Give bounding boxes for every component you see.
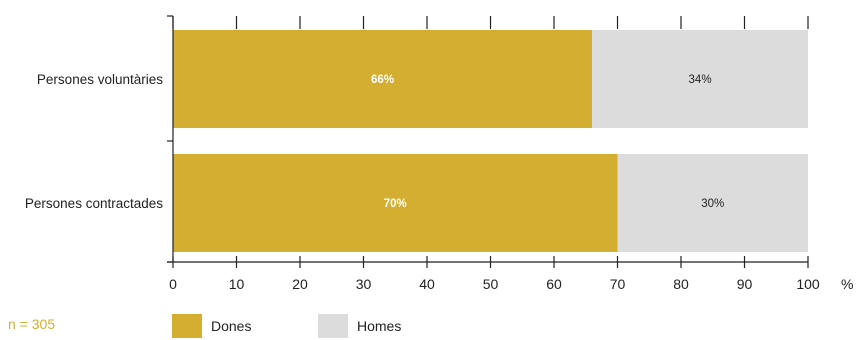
bar-homes-0: [592, 30, 808, 128]
x-tick-label-9: 90: [737, 276, 753, 292]
legend-swatch-dones: [172, 314, 202, 338]
legend-item-dones: Dones: [172, 314, 251, 338]
x-tick-label-7: 70: [610, 276, 626, 292]
bar-label-dones-1: 70%: [384, 198, 407, 210]
x-tick-label-4: 40: [419, 276, 435, 292]
bar-label-dones-0: 66%: [371, 74, 394, 86]
legend-swatch-homes: [318, 314, 348, 338]
x-tick-label-5: 50: [483, 276, 499, 292]
x-tick-label-8: 80: [673, 276, 689, 292]
legend-item-homes: Homes: [318, 314, 401, 338]
bar-dones-1: [173, 154, 618, 252]
x-tick-label-6: 60: [546, 276, 562, 292]
legend: n = 305 Dones Homes: [0, 314, 856, 340]
stacked-bar-chart: 66% 34% Persones voluntàries 70% 30% Persones…: [25, 15, 853, 292]
x-tick-label-2: 20: [292, 276, 308, 292]
x-tick-label-10: 100: [796, 276, 820, 292]
category-label-1: Persones contractades: [25, 196, 163, 211]
legend-label-homes: Homes: [357, 318, 402, 334]
x-tick-label-0: 0: [169, 276, 177, 292]
x-unit-label: %: [841, 276, 853, 292]
legend-label-dones: Dones: [211, 318, 252, 334]
category-label-0: Persones voluntàries: [37, 72, 163, 87]
bar-homes-1: [617, 154, 808, 252]
bar-label-homes-1: 30%: [701, 198, 724, 210]
sample-size-note: n = 305: [8, 316, 56, 332]
bar-dones-0: [173, 30, 593, 128]
bar-label-homes-0: 34%: [689, 74, 712, 86]
x-tick-label-1: 10: [229, 276, 245, 292]
x-tick-label-3: 30: [356, 276, 372, 292]
